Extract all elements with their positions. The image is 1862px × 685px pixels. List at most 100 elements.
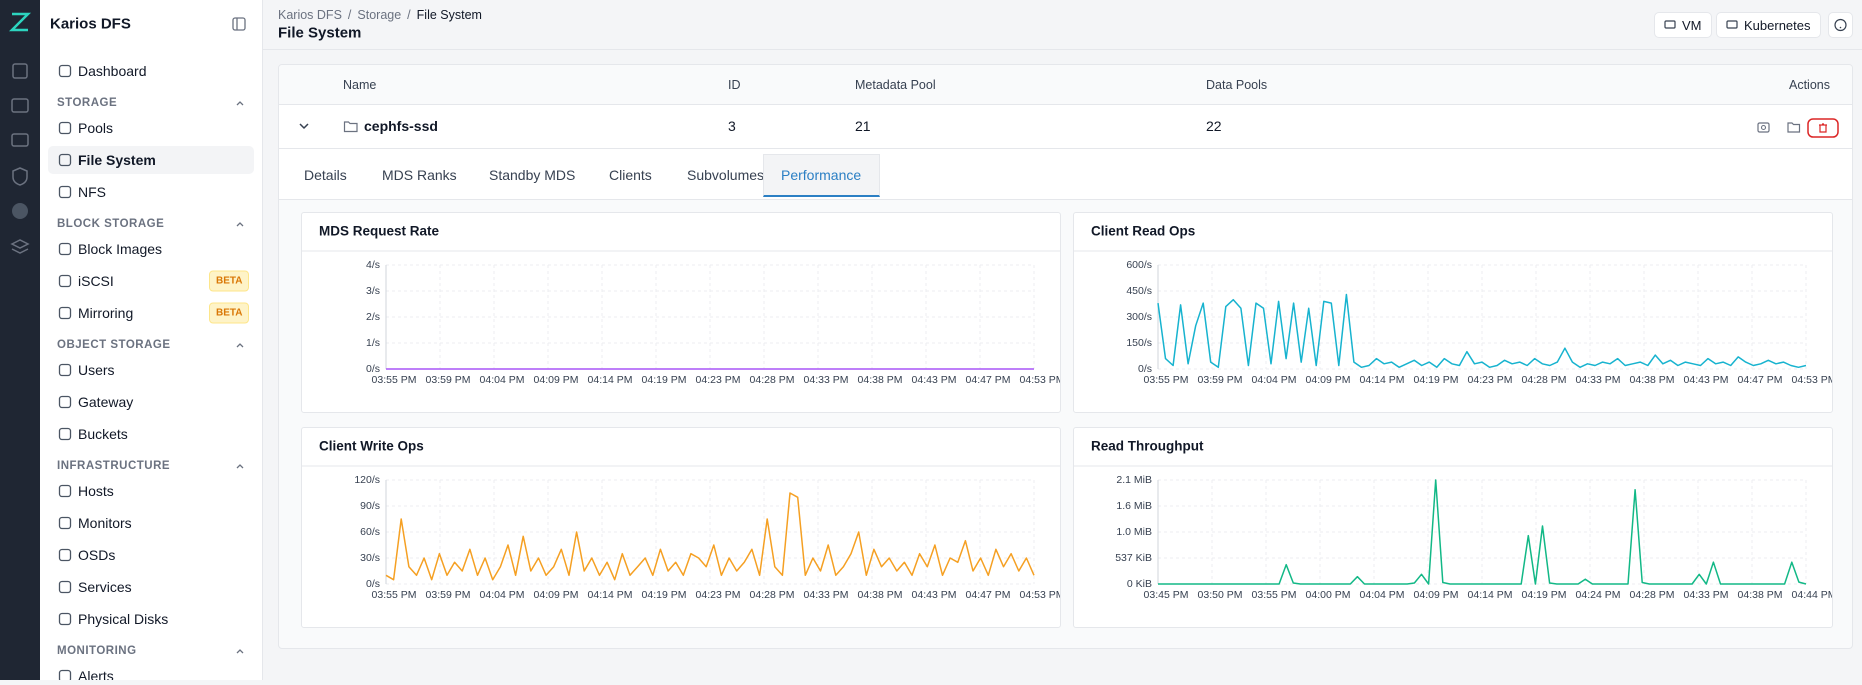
x-tick-label: 03:55 PM xyxy=(372,589,417,601)
nav-item[interactable]: Mirroring xyxy=(78,305,134,321)
rail-icon[interactable] xyxy=(11,98,29,113)
nav-item[interactable]: Hosts xyxy=(78,483,114,499)
delete-button[interactable] xyxy=(1807,118,1839,138)
collapse-button[interactable] xyxy=(232,17,246,31)
table-cell: 21 xyxy=(855,118,871,134)
y-tick-label: 150/s xyxy=(1126,337,1152,349)
help-icon xyxy=(1834,18,1847,32)
expand-chevron[interactable] xyxy=(297,119,311,133)
nav-item[interactable]: Gateway xyxy=(78,394,134,410)
nav-item[interactable]: Services xyxy=(78,579,132,595)
section-chevron[interactable] xyxy=(235,461,245,471)
row-actions xyxy=(1757,118,1839,138)
tab[interactable]: Clients xyxy=(609,167,652,183)
section-chevron[interactable] xyxy=(235,219,245,229)
nav-icon xyxy=(58,484,72,498)
section-chevron[interactable] xyxy=(235,98,245,108)
breadcrumb-separator: / xyxy=(407,8,411,22)
nav-item[interactable]: Pools xyxy=(78,120,114,136)
nav-icon xyxy=(58,363,72,377)
x-tick-label: 04:47 PM xyxy=(1738,374,1783,386)
nav-icon xyxy=(58,306,72,320)
nav-item[interactable]: OSDs xyxy=(78,547,116,563)
x-tick-label: 04:14 PM xyxy=(1360,374,1405,386)
icon-shape xyxy=(1726,20,1738,29)
rail-icons xyxy=(8,12,32,254)
nav-item[interactable]: Buckets xyxy=(78,426,128,442)
breadcrumb-item[interactable]: Storage xyxy=(357,8,402,22)
nav-item-bg[interactable] xyxy=(48,146,254,174)
header-button[interactable]: VM xyxy=(1654,12,1712,38)
subvolume-button[interactable] xyxy=(1787,122,1801,133)
nav-item[interactable]: Monitors xyxy=(78,515,132,531)
brand: Karios DFS xyxy=(50,15,131,33)
x-tick-label: 04:33 PM xyxy=(804,589,849,601)
rail-icon[interactable] xyxy=(12,203,28,219)
chart-title: Read Throughput xyxy=(1091,439,1204,454)
help-button[interactable] xyxy=(1828,12,1853,38)
y-tick-label: 1.0 MiB xyxy=(1116,526,1152,538)
data-line xyxy=(1158,479,1807,585)
nav-icon xyxy=(58,548,72,562)
y-tick-label: 60/s xyxy=(360,526,380,538)
x-tick-label: 04:28 PM xyxy=(750,374,795,386)
section-chevron[interactable] xyxy=(235,646,245,656)
nav-item[interactable]: NFS xyxy=(78,184,106,200)
nav-icon-shape xyxy=(58,153,72,167)
table-row[interactable] xyxy=(279,105,1852,149)
nav-icon xyxy=(58,669,72,680)
x-tick-label: 04:38 PM xyxy=(858,374,903,386)
column-header: ID xyxy=(728,78,741,92)
x-tick-label: 04:09 PM xyxy=(1414,589,1459,601)
nav-section-title: INFRASTRUCTURE xyxy=(57,460,171,472)
y-tick-label: 1.6 MiB xyxy=(1116,500,1152,512)
x-tick-label: 04:38 PM xyxy=(858,589,903,601)
table-header xyxy=(279,65,1852,105)
nav-item[interactable]: Physical Disks xyxy=(78,611,169,627)
breadcrumb-separator: / xyxy=(347,8,352,22)
tab[interactable]: Performance xyxy=(781,167,862,183)
nav-icon-shape xyxy=(58,242,72,256)
nav-icon-shape xyxy=(58,580,72,594)
breadcrumb-item[interactable]: Karios DFS xyxy=(278,8,342,22)
nav-icon xyxy=(58,274,72,288)
rail-icon[interactable] xyxy=(12,167,28,186)
y-tick-label: 0/s xyxy=(1138,363,1152,375)
nav-item[interactable]: File System xyxy=(78,152,156,168)
nav-item[interactable]: Alerts xyxy=(78,668,114,680)
x-tick-label: 04:47 PM xyxy=(966,589,1011,601)
breadcrumb: Karios DFS / Storage / File System xyxy=(278,8,482,22)
nav-icon-shape xyxy=(58,516,72,530)
y-tick-label: 90/s xyxy=(360,500,380,512)
y-tick-label: 120/s xyxy=(354,474,380,486)
section-chevron[interactable] xyxy=(235,340,245,350)
column-header: Name xyxy=(343,78,377,92)
column-header: Actions xyxy=(1789,78,1830,92)
chevron xyxy=(236,222,244,227)
x-tick-label: 04:43 PM xyxy=(1684,374,1729,386)
tab[interactable]: MDS Ranks xyxy=(382,167,457,183)
x-tick-label: 04:23 PM xyxy=(1468,374,1513,386)
tab[interactable]: Subvolumes xyxy=(687,167,765,183)
button-label: Kubernetes xyxy=(1744,17,1811,33)
snapshot-button[interactable] xyxy=(1757,122,1770,133)
x-tick-label: 04:04 PM xyxy=(1360,589,1405,601)
nav-item[interactable]: Users xyxy=(78,362,115,378)
chart: Client Write Ops 0/s 30/s 60/s 90/s 120/s 03:5… xyxy=(302,439,1064,601)
nav-item[interactable]: Block Images xyxy=(78,241,163,257)
rail-icon[interactable] xyxy=(12,63,28,79)
x-tick-label: 04:04 PM xyxy=(480,589,525,601)
x-tick-label: 03:59 PM xyxy=(426,589,471,601)
x-tick-label: 04:43 PM xyxy=(912,374,957,386)
tab[interactable]: Details xyxy=(304,167,347,183)
x-tick-label: 03:55 PM xyxy=(1144,374,1189,386)
header-button[interactable]: Kubernetes xyxy=(1716,12,1821,38)
tab[interactable]: Standby MDS xyxy=(489,167,576,183)
data-line xyxy=(1157,293,1807,369)
nav-item[interactable]: iSCSI xyxy=(78,273,114,289)
rail-icon[interactable] xyxy=(11,133,29,147)
x-tick-label: 03:55 PM xyxy=(372,374,417,386)
rail-icon[interactable] xyxy=(10,239,30,254)
nav-item[interactable]: Dashboard xyxy=(78,63,147,79)
x-tick-label: 04:19 PM xyxy=(1414,374,1459,386)
